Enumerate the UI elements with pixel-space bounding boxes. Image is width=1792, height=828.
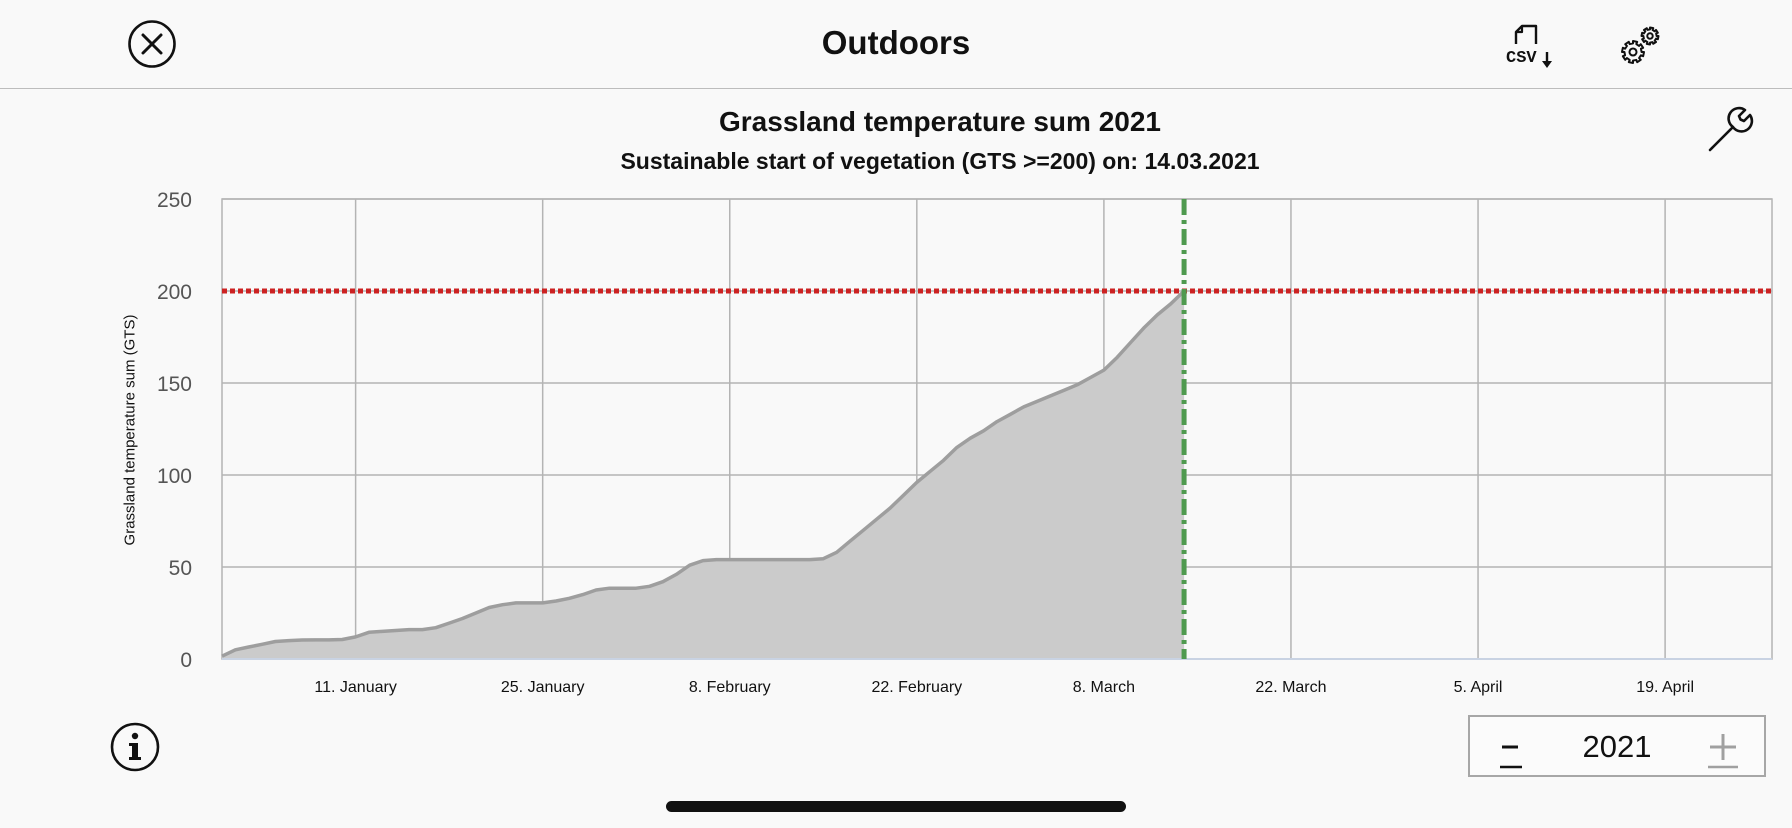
x-tick-label: 11. January <box>314 679 396 696</box>
y-tick-label: 150 <box>157 373 192 396</box>
series-area <box>222 291 1185 659</box>
gts-chart: 0 50 100 150 200 250 11. January 25. January 8. … <box>157 189 1773 696</box>
csv-download-icon: CSV <box>1506 24 1552 68</box>
gear-small-icon <box>1640 26 1660 46</box>
x-tick-label: 25. January <box>501 679 585 696</box>
home-indicator <box>666 801 1126 812</box>
chart-title: Grassland temperature sum 2021 <box>719 106 1161 137</box>
year-stepper: 2021 <box>1468 715 1766 777</box>
wrench-icon <box>1708 106 1754 152</box>
y-tick-label: 50 <box>169 557 192 580</box>
top-bar: Outdoors CSV <box>0 0 1792 89</box>
csv-export-button[interactable]: CSV <box>1504 24 1556 70</box>
x-tick-label: 22. March <box>1255 679 1326 696</box>
x-tick-label: 8. March <box>1073 679 1135 696</box>
info-icon <box>110 722 160 772</box>
year-increment-button[interactable] <box>1700 725 1748 771</box>
settings-button[interactable] <box>1618 22 1664 68</box>
svg-text:CSV: CSV <box>1506 49 1537 68</box>
y-tick-label: 200 <box>157 281 192 304</box>
series-line <box>221 289 1186 658</box>
gear-icon <box>1621 26 1660 64</box>
chart-options-button[interactable] <box>1706 104 1756 154</box>
chart-subtitle: Sustainable start of vegetation (GTS >=2… <box>620 148 1260 174</box>
close-icon <box>128 20 176 68</box>
y-tick-label: 0 <box>180 649 192 672</box>
year-value: 2021 <box>1582 729 1652 764</box>
close-button[interactable] <box>128 20 176 68</box>
x-tick-label: 22. February <box>871 679 962 696</box>
y-tick-label: 100 <box>157 465 192 488</box>
x-tick-label: 5. April <box>1454 679 1503 696</box>
x-tick-label: 19. April <box>1636 679 1694 696</box>
year-decrement-button[interactable] <box>1490 725 1538 771</box>
gear-large-icon <box>1621 40 1645 64</box>
x-tick-label: 8. February <box>689 679 771 696</box>
info-button[interactable] <box>110 722 160 772</box>
plus-icon <box>1708 734 1738 769</box>
minus-icon <box>1500 745 1522 769</box>
page-title: Outdoors <box>821 24 971 61</box>
y-tick-label: 250 <box>157 189 192 212</box>
